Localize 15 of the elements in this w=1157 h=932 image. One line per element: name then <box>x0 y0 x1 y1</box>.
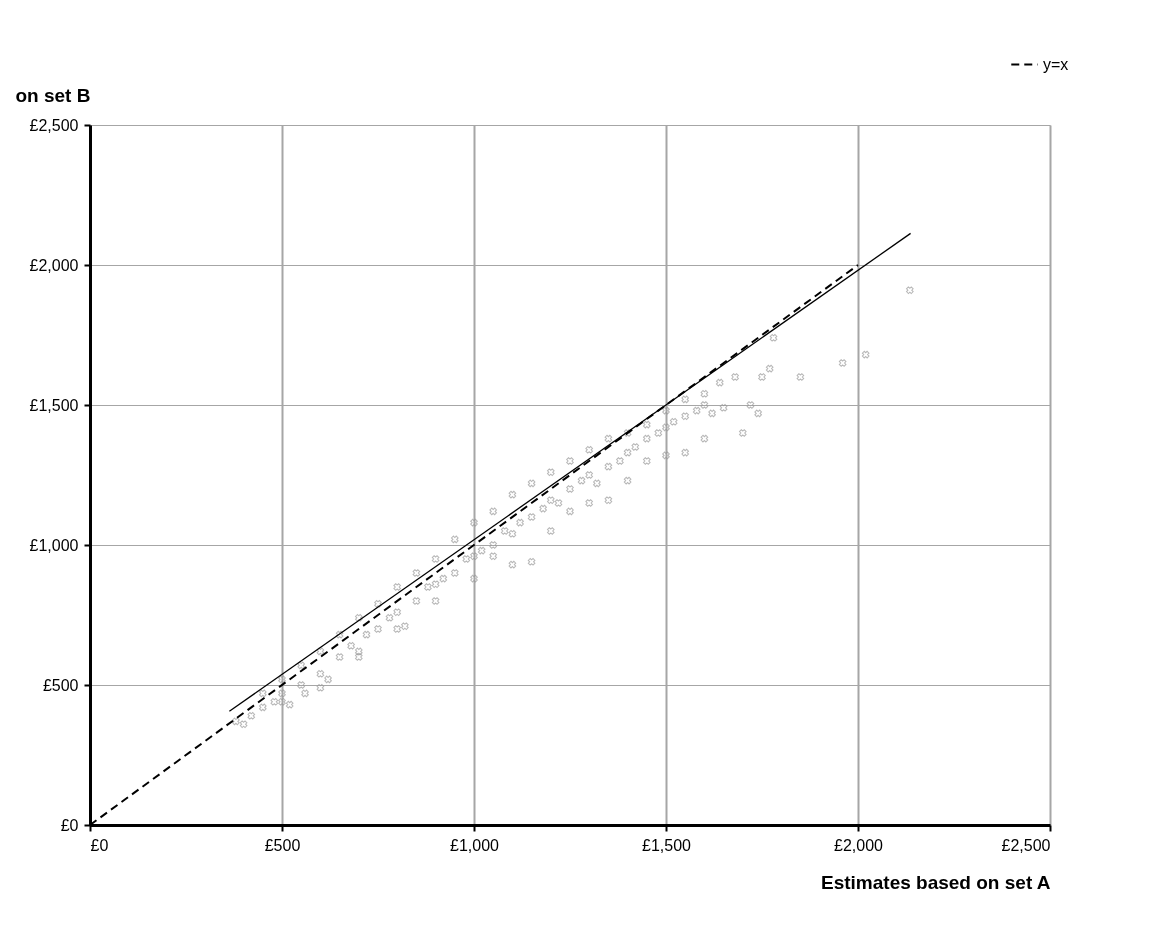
x-axis-title: Estimates based on set A <box>821 871 1051 893</box>
x-tick-label: £1,000 <box>450 836 500 854</box>
y-tick-label: £1,000 <box>29 536 79 554</box>
y-tick-label: £1,500 <box>29 396 79 414</box>
x-tick-label: £2,500 <box>1001 836 1051 854</box>
x-tick-label: £2,000 <box>834 836 884 854</box>
y-tick-label: £2,000 <box>29 256 79 274</box>
x-tick-label: £500 <box>264 836 301 854</box>
y-tick-label: £500 <box>42 676 79 694</box>
y-tick-label: £0 <box>60 816 79 834</box>
y-tick-label: £2,500 <box>29 116 79 134</box>
x-tick-label: £0 <box>90 836 109 854</box>
legend-label: y=x <box>1043 55 1069 73</box>
x-tick-label: £1,500 <box>642 836 692 854</box>
y-axis-title: on set B <box>15 84 91 106</box>
